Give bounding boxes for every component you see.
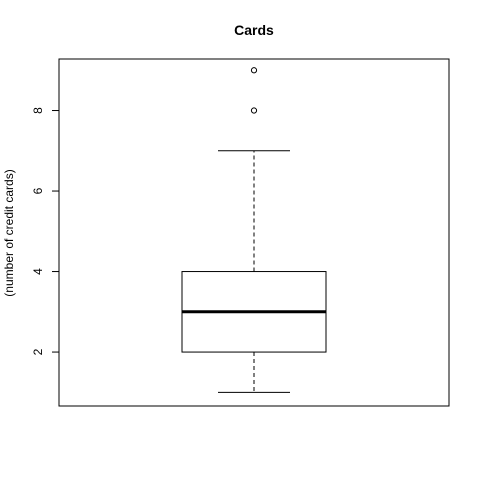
- y-tick-label: 6: [31, 187, 45, 194]
- y-axis-label: (number of credit cards): [2, 169, 16, 296]
- y-axis: 2 4 6 8: [31, 107, 60, 355]
- boxplot: [181, 67, 327, 393]
- outlier-point: [250, 107, 258, 114]
- y-tick-label: 8: [31, 107, 45, 114]
- chart-title: Cards: [234, 22, 274, 38]
- y-tick-label: 2: [31, 348, 45, 355]
- y-tick-label: 4: [31, 268, 45, 275]
- outlier-point: [250, 67, 258, 74]
